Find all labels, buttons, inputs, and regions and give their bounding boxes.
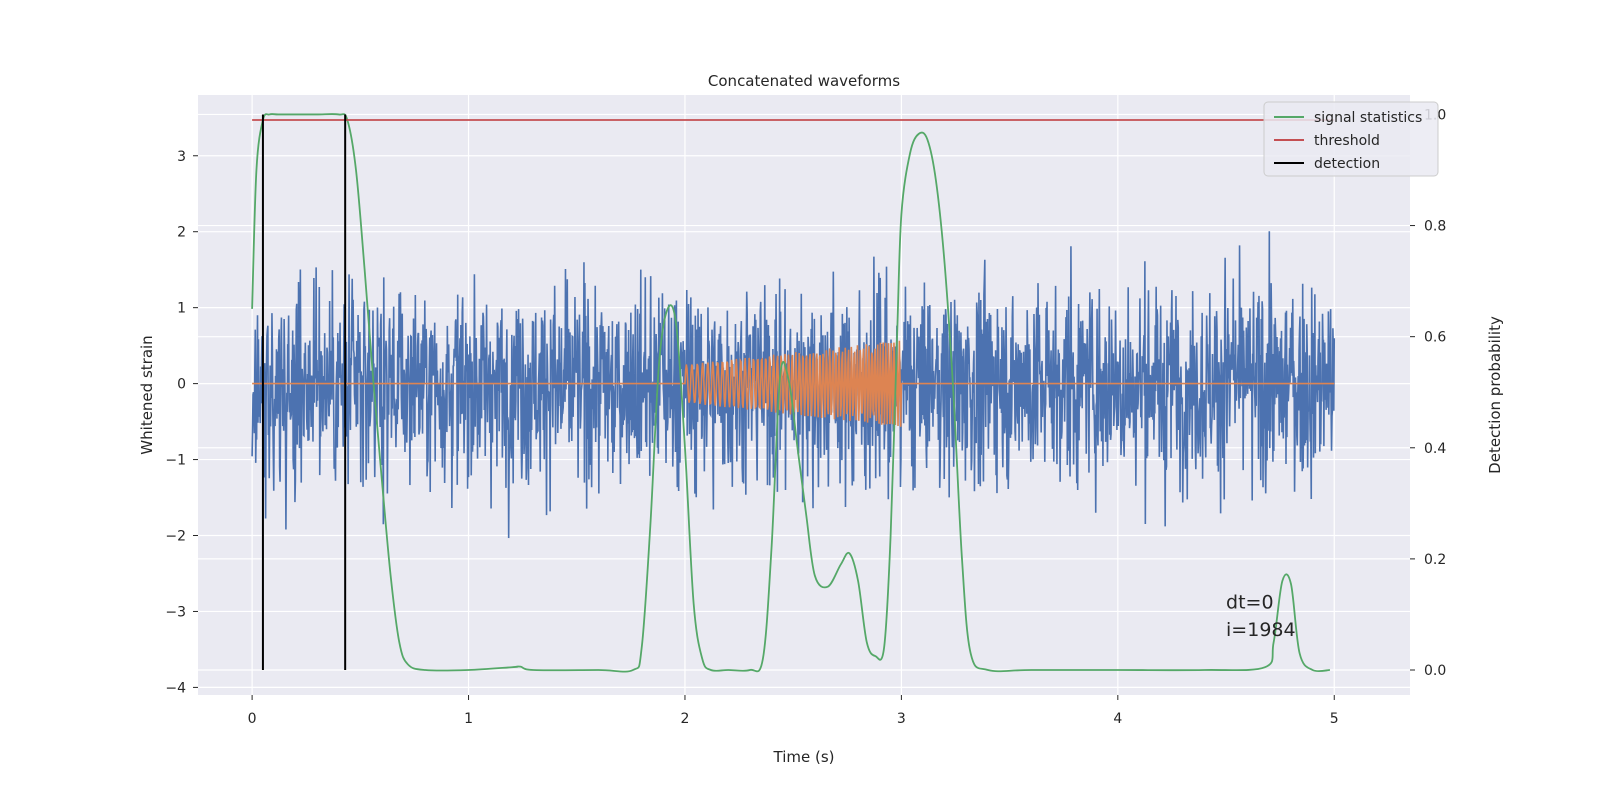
legend-label: detection [1314, 156, 1380, 172]
annotation-index: i=1984 [1226, 619, 1296, 641]
signal-statistics-line [251, 113, 1330, 673]
y-left-tick-label: −2 [165, 529, 186, 545]
y-right-tick-label: 0.4 [1424, 441, 1446, 457]
legend: signal statistics threshold detection [1263, 101, 1439, 177]
y-right-tick-label: 0.6 [1424, 330, 1446, 346]
y-axis-right-label: Detection probability [1486, 316, 1504, 474]
x-tick-label: 4 [1113, 711, 1122, 727]
y-left-tick-label: 3 [177, 149, 186, 165]
x-tick-label: 0 [248, 711, 257, 727]
y-left-tick-label: 2 [177, 225, 186, 241]
chart-title: Concatenated waveforms [708, 72, 900, 90]
detection-probability-layer [251, 113, 1335, 673]
y-left-tick-label: −4 [165, 680, 186, 696]
y-left-tick-label: −1 [165, 453, 186, 469]
legend-label: threshold [1314, 133, 1380, 149]
legend-label: signal statistics [1314, 110, 1422, 126]
x-tick-label: 5 [1330, 711, 1339, 727]
x-tick-label: 2 [681, 711, 690, 727]
y-right-tick-label: 0.8 [1424, 219, 1446, 235]
y-left-tick-label: 1 [177, 301, 186, 317]
injected-chirp-trace [252, 340, 1335, 427]
annotation-dt: dt=0 [1226, 591, 1274, 613]
x-axis-label: Time (s) [773, 748, 835, 766]
x-tick-label: 3 [897, 711, 906, 727]
y-left-tick-label: −3 [165, 604, 186, 620]
y-axis-left-label: Whitened strain [138, 335, 156, 454]
legend-box [1263, 101, 1439, 177]
x-tick-label: 1 [464, 711, 473, 727]
y-right-tick-label: 0.0 [1424, 663, 1446, 679]
injected-waveform-series [252, 340, 1335, 427]
y-right-tick-label: 0.2 [1424, 552, 1446, 568]
y-left-tick-label: 0 [177, 377, 186, 393]
